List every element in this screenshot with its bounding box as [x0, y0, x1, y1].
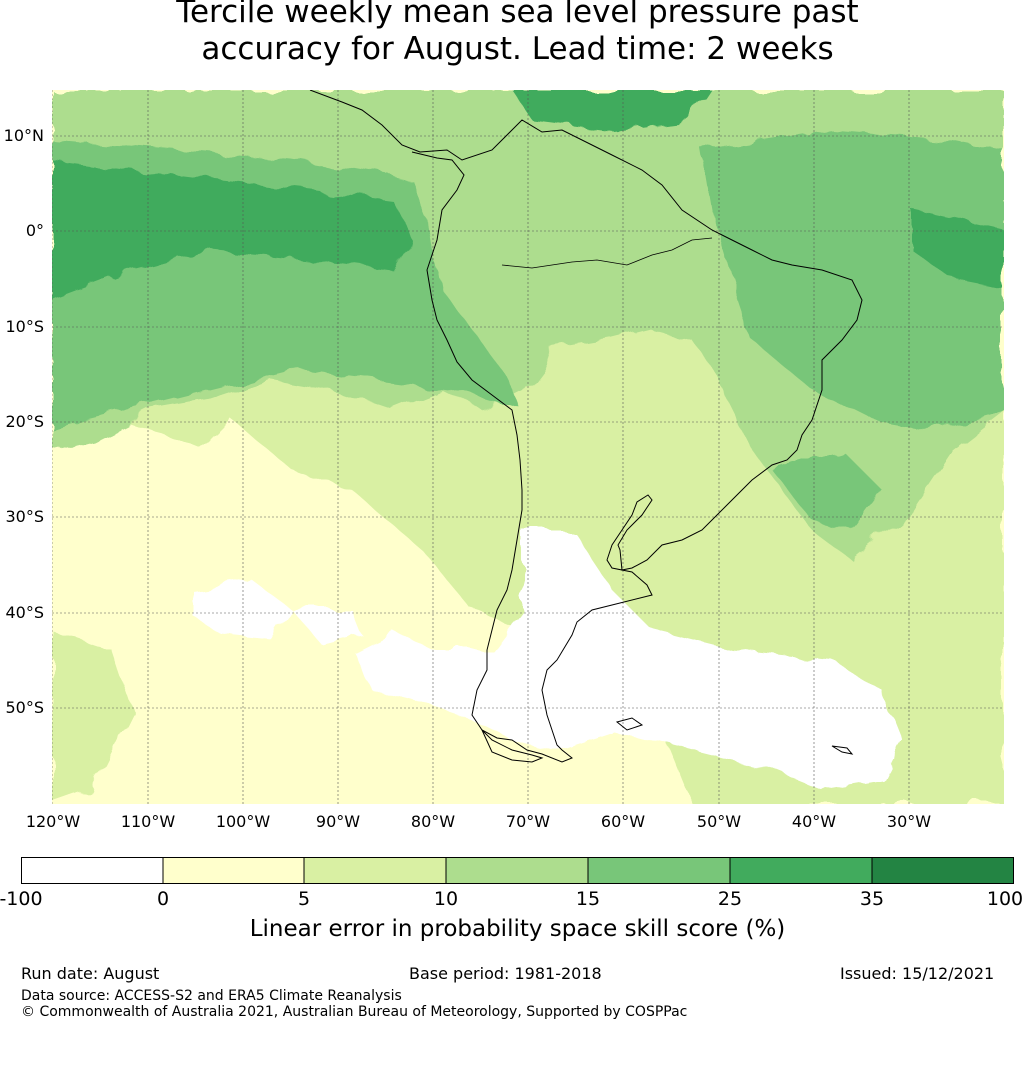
south-georgia [831, 745, 854, 755]
lon-label-70w: 70°W [505, 812, 551, 831]
colorbar [21, 857, 1014, 884]
title-line-1: Tercile weekly mean sea level pressure p… [176, 0, 859, 30]
data-source: Data source: ACCESS-S2 and ERA5 Climate … [21, 988, 402, 1004]
base-period: Base period: 1981-2018 [409, 964, 602, 983]
map-title: Tercile weekly mean sea level pressure p… [0, 0, 1035, 68]
graticule [52, 90, 1004, 804]
coastline [309, 90, 863, 763]
colorbar-swatch-15-25 [588, 857, 730, 884]
lon-label-90w: 90°W [315, 812, 361, 831]
colorbar-label: Linear error in probability space skill … [249, 916, 786, 942]
falklands [615, 717, 644, 731]
title-line-2: accuracy for August. Lead time: 2 weeks [201, 31, 834, 67]
shade-negative [192, 530, 902, 790]
lon-label-80w: 80°W [410, 812, 456, 831]
lat-label-40s: 40°S [5, 603, 44, 622]
run-date: Run date: August [21, 964, 160, 983]
tierra-del-fuego [481, 729, 544, 763]
lat-label-10n: 10°N [3, 126, 44, 145]
lat-label-10s: 10°S [5, 317, 44, 336]
shade-25-35 [52, 90, 1004, 300]
issued-date: Issued: 15/12/2021 [840, 964, 995, 983]
lon-label-50w: 50°W [696, 812, 742, 831]
lon-label-110w: 110°W [120, 812, 176, 831]
lon-label-40w: 40°W [791, 812, 837, 831]
lon-label-120w: 120°W [25, 812, 81, 831]
lat-label-20s: 20°S [5, 412, 44, 431]
colorbar-tick-neg100: -100 [0, 888, 43, 910]
colorbar-swatch-35-100 [872, 857, 1014, 884]
colorbar-tick-5: 5 [297, 888, 311, 910]
lat-label-50s: 50°S [5, 698, 44, 717]
lat-label-0: 0° [25, 221, 44, 240]
colorbar-tick-35: 35 [859, 888, 885, 910]
colorbar-swatch-5-10 [304, 857, 446, 884]
lon-label-100w: 100°W [215, 812, 271, 831]
lat-label-30s: 30°S [5, 507, 44, 526]
copyright: © Commonwealth of Australia 2021, Austra… [21, 1004, 688, 1020]
skill-score-map [52, 90, 1004, 804]
lon-label-60w: 60°W [600, 812, 646, 831]
colorbar-tick-0: 0 [156, 888, 170, 910]
colorbar-swatch-10-15 [446, 857, 588, 884]
colorbar-tick-100: 100 [986, 888, 1024, 910]
colorbar-swatch-neg100-0 [21, 857, 163, 884]
colorbar-tick-15: 15 [575, 888, 601, 910]
lon-label-30w: 30°W [886, 812, 932, 831]
colorbar-tick-25: 25 [717, 888, 743, 910]
colorbar-tick-10: 10 [433, 888, 459, 910]
colorbar-swatch-0-5 [163, 857, 304, 884]
amazon-river [501, 237, 713, 269]
colorbar-swatch-25-35 [730, 857, 872, 884]
